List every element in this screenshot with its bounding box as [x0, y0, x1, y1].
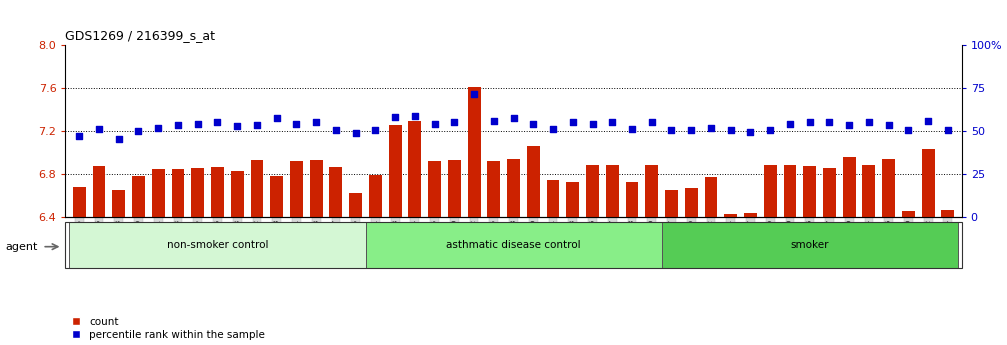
Bar	[625, 182, 638, 217]
Point	[822, 120, 838, 125]
Bar	[744, 213, 757, 217]
Point	[209, 120, 226, 125]
Bar	[921, 149, 934, 217]
Bar	[804, 166, 816, 217]
Point	[131, 128, 147, 134]
Text: asthmatic disease control: asthmatic disease control	[446, 240, 581, 250]
Point	[624, 126, 640, 132]
Bar	[547, 180, 560, 217]
Bar	[566, 182, 579, 217]
Bar	[843, 157, 856, 217]
Bar	[665, 190, 678, 217]
Bar	[191, 168, 204, 217]
Bar	[349, 193, 363, 217]
Point	[545, 126, 561, 132]
Point	[427, 121, 443, 126]
Point	[584, 121, 600, 126]
Bar	[724, 214, 737, 217]
FancyBboxPatch shape	[366, 222, 662, 268]
Bar	[645, 165, 659, 217]
Bar	[586, 165, 599, 217]
Point	[111, 136, 127, 141]
Bar	[902, 211, 914, 217]
Point	[91, 126, 107, 132]
Point	[288, 121, 304, 126]
Bar	[329, 167, 342, 217]
Point	[485, 119, 501, 124]
Text: smoker: smoker	[790, 240, 829, 250]
Bar	[606, 165, 618, 217]
Point	[230, 123, 246, 128]
Point	[802, 120, 818, 125]
Bar	[862, 165, 875, 217]
Point	[170, 122, 186, 127]
Bar	[508, 159, 520, 217]
Point	[723, 127, 739, 133]
Point	[664, 127, 680, 133]
Bar	[132, 176, 145, 217]
Point	[683, 127, 699, 133]
Bar	[448, 160, 461, 217]
Text: non-smoker control: non-smoker control	[167, 240, 268, 250]
Bar	[251, 160, 264, 217]
Point	[150, 125, 166, 131]
Point	[506, 115, 522, 121]
Point	[880, 122, 896, 127]
Point	[703, 125, 719, 131]
Bar	[705, 177, 717, 217]
Point	[762, 127, 778, 133]
Bar	[763, 165, 776, 217]
Bar	[211, 167, 224, 217]
Point	[368, 127, 384, 133]
Point	[347, 130, 364, 136]
Point	[861, 120, 877, 125]
Bar	[171, 169, 184, 217]
Bar	[685, 188, 698, 217]
Point	[900, 127, 916, 133]
Bar	[882, 159, 895, 217]
Bar	[231, 171, 244, 217]
Legend: count, percentile rank within the sample: count, percentile rank within the sample	[70, 317, 265, 340]
Bar	[389, 125, 402, 217]
Point	[269, 115, 285, 121]
Bar	[467, 87, 480, 217]
Point	[604, 120, 620, 125]
Bar	[73, 187, 86, 217]
Bar	[113, 190, 125, 217]
Point	[407, 113, 423, 119]
Bar	[783, 165, 797, 217]
Point	[781, 121, 798, 126]
Point	[466, 92, 482, 97]
Point	[189, 121, 205, 126]
Point	[920, 119, 937, 124]
Bar	[527, 146, 540, 217]
Bar	[487, 161, 500, 217]
Text: agent: agent	[5, 242, 37, 252]
Bar	[310, 160, 322, 217]
Bar	[290, 161, 303, 217]
Point	[940, 127, 956, 133]
FancyBboxPatch shape	[69, 222, 366, 268]
Point	[71, 134, 88, 139]
Point	[446, 120, 462, 125]
Point	[841, 122, 857, 127]
Point	[643, 120, 660, 125]
Bar	[823, 168, 836, 217]
Text: GDS1269 / 216399_s_at: GDS1269 / 216399_s_at	[65, 29, 215, 42]
FancyBboxPatch shape	[662, 222, 958, 268]
Point	[742, 129, 758, 135]
Bar	[428, 161, 441, 217]
Point	[526, 121, 542, 126]
Bar	[369, 175, 382, 217]
Bar	[270, 176, 283, 217]
Point	[308, 120, 324, 125]
Bar	[409, 121, 421, 217]
Bar	[152, 169, 165, 217]
Bar	[93, 166, 106, 217]
Point	[565, 120, 581, 125]
Point	[328, 127, 344, 133]
Bar	[942, 210, 955, 217]
Point	[249, 122, 265, 127]
Point	[387, 114, 403, 120]
